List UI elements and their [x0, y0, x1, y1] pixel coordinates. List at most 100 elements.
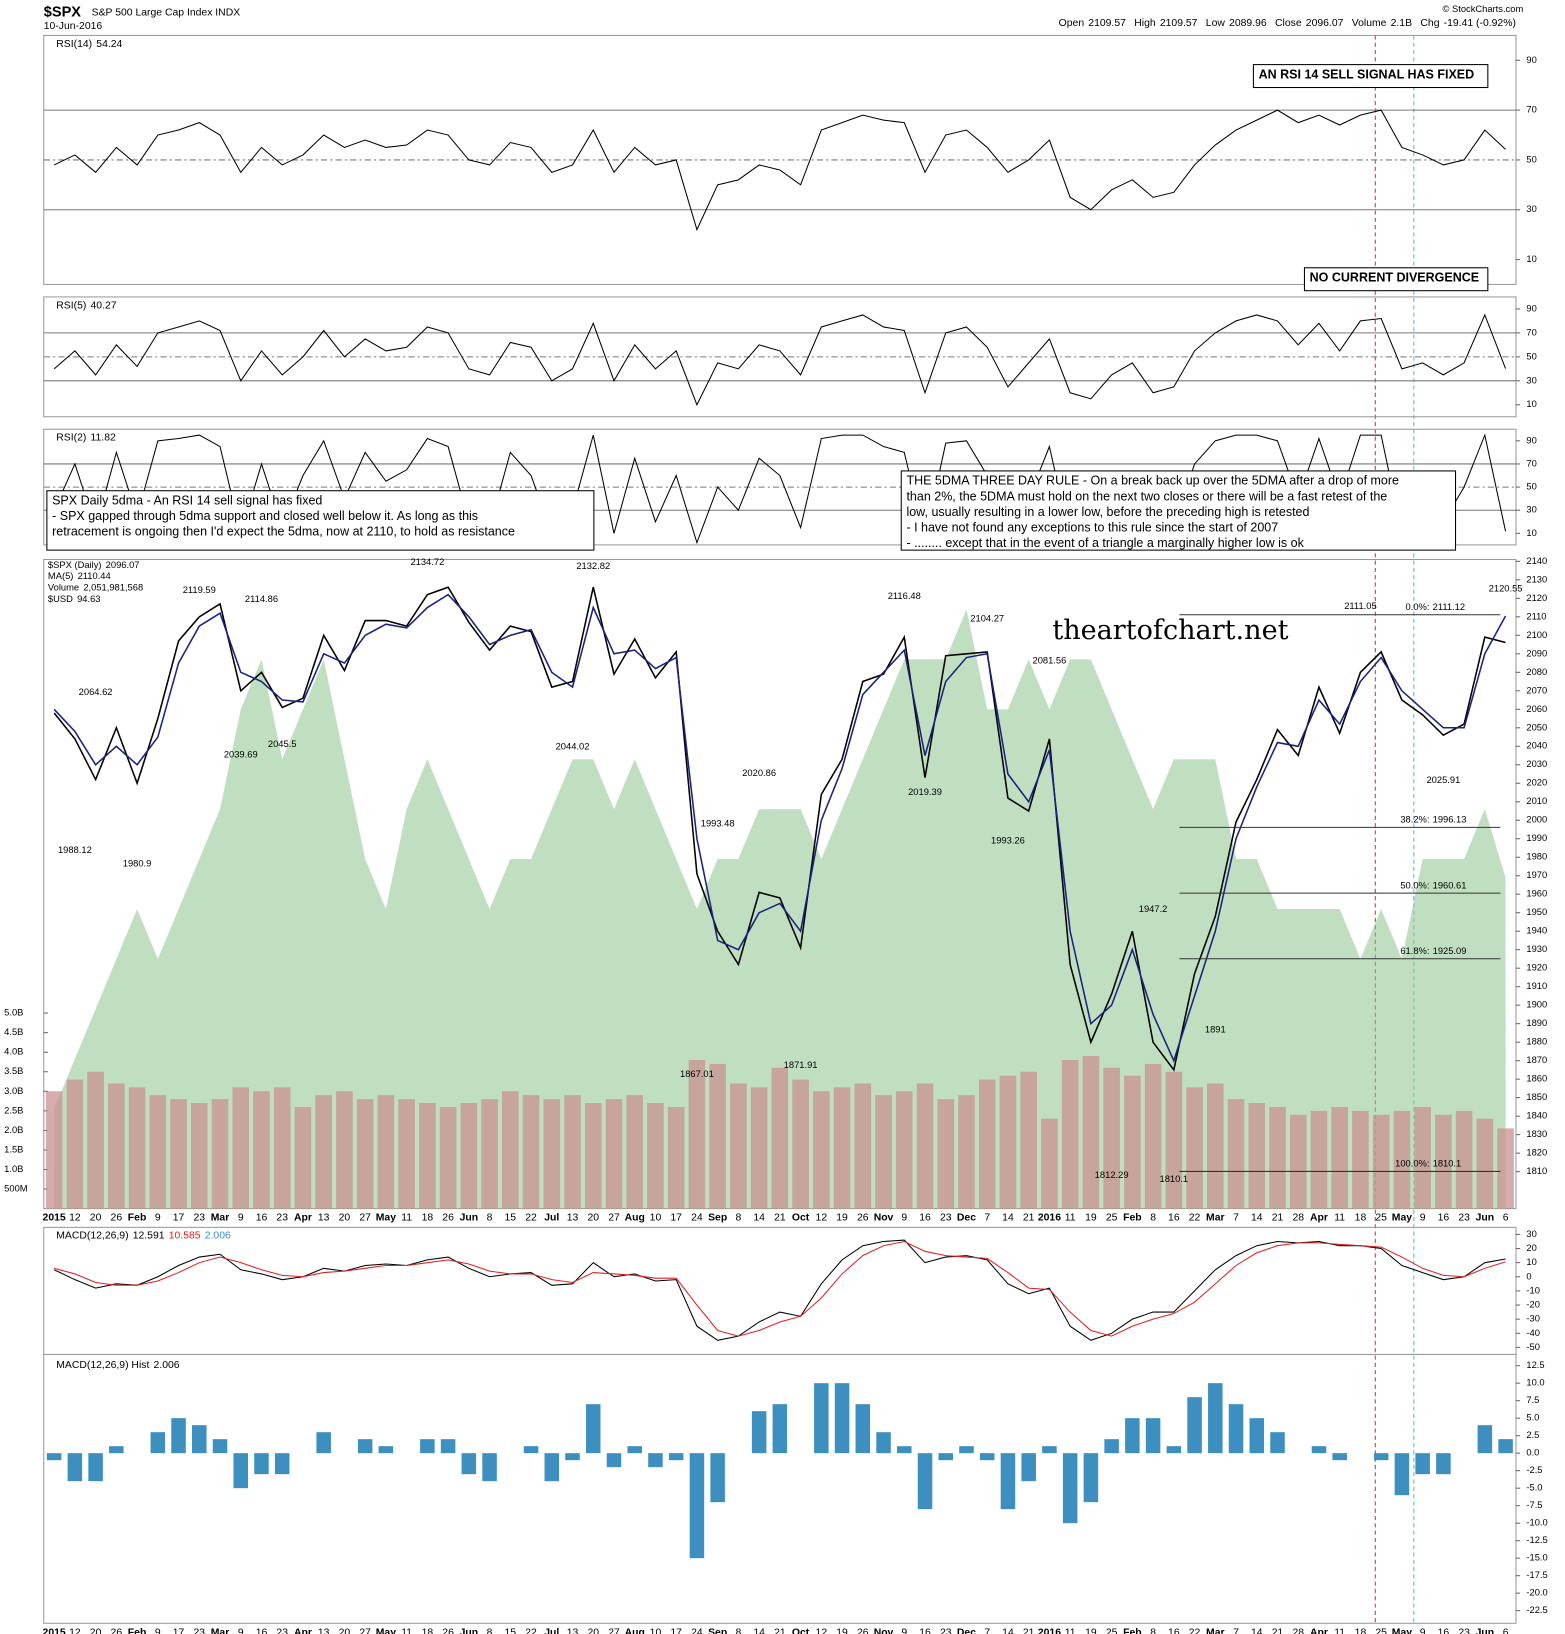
volume-bar: [688, 1060, 706, 1209]
y-tick-label: 1990: [1526, 833, 1547, 843]
hist-bar: [1270, 1432, 1285, 1454]
y-tick-label: 10: [1526, 399, 1536, 409]
x-tick-label: 14: [1002, 1627, 1014, 1634]
fib-value: 2111.12: [1433, 602, 1465, 612]
x-tick-label: 11: [1334, 1213, 1345, 1224]
note-text: NO CURRENT DIVERGENCE: [1310, 270, 1479, 284]
x-tick-label: 21: [1272, 1213, 1284, 1224]
x-tick-label: 8: [735, 1213, 741, 1224]
symbol: $SPX: [44, 4, 82, 20]
x-tick-label: 22: [525, 1213, 537, 1224]
hist-bar: [233, 1453, 249, 1489]
hist-bar: [1166, 1446, 1182, 1454]
x-tick-label: Jun: [460, 1627, 479, 1634]
x-tick-label: 7: [984, 1213, 990, 1224]
x-tick-label: 2016: [1038, 1627, 1061, 1634]
point-label: 2039.69: [224, 750, 258, 760]
y-tick-label: 3.5B: [4, 1066, 23, 1076]
hist-bar: [1000, 1453, 1016, 1510]
y-tick-label: 2.5: [1526, 1430, 1539, 1440]
x-tick-label: 17: [173, 1213, 185, 1224]
note-text: retracement is ongoing then I'd expect t…: [52, 525, 515, 539]
volume-bar: [1352, 1110, 1369, 1209]
x-tick-label: 23: [193, 1213, 205, 1224]
volume-bar: [1455, 1110, 1473, 1209]
x-tick-label: 24: [691, 1213, 703, 1224]
y-tick-label: 1920: [1526, 963, 1547, 973]
x-tick-label: 26: [857, 1213, 869, 1224]
quote-name: Chg: [1420, 18, 1439, 29]
x-tick-label: 11: [1334, 1627, 1345, 1634]
x-tick-label: 6: [1503, 1627, 1509, 1634]
volume-bar: [771, 1067, 789, 1209]
volume-bar: [273, 1087, 291, 1209]
x-tick-label: 11: [401, 1627, 412, 1634]
x-tick-label: 9: [901, 1627, 907, 1634]
legend-value: 54.24: [96, 39, 122, 50]
volume-bar: [522, 1095, 540, 1209]
x-tick-label: 20: [339, 1213, 351, 1224]
hist-bar: [316, 1432, 331, 1454]
x-tick-label: Apr: [294, 1627, 312, 1634]
volume-bar: [66, 1079, 84, 1209]
x-tick-label: 26: [442, 1213, 454, 1224]
x-tick-label: 22: [525, 1627, 537, 1634]
volume-bar: [1082, 1056, 1100, 1209]
quote-name: Low: [1206, 18, 1226, 29]
y-tick-label: 20: [1526, 1243, 1536, 1253]
note-text: - ........ except that in the event of a…: [906, 536, 1304, 550]
x-tick-label: 7: [984, 1627, 990, 1634]
hist-bar: [751, 1411, 767, 1454]
note-text: - SPX gapped through 5dma support and cl…: [52, 509, 478, 523]
y-tick-label: -40: [1526, 1328, 1540, 1338]
x-tick-label: Jul: [544, 1627, 559, 1634]
legend-name: RSI(2): [56, 432, 86, 443]
legend: RSI(2) 11.82: [56, 432, 116, 443]
x-tick-label: 19: [1085, 1627, 1097, 1634]
x-tick-label: Jul: [544, 1213, 559, 1224]
y-tick-label: -10.0: [1526, 1518, 1547, 1528]
x-tick-label: 23: [276, 1213, 288, 1224]
x-tick-label: 23: [276, 1627, 288, 1634]
x-tick-label: 26: [111, 1627, 123, 1634]
quote-value: 2096.07: [1306, 18, 1344, 29]
chart-body: $SPX S&P 500 Large Cap Index INDX 10-Jun-2…: [4, 4, 1548, 1634]
volume-bar: [294, 1106, 312, 1209]
quote-value: 2109.57: [1088, 18, 1126, 29]
hist-bar: [1394, 1453, 1410, 1496]
series-line: [54, 1240, 1506, 1337]
volume-bar: [1414, 1106, 1431, 1209]
volume-bar: [460, 1103, 478, 1209]
point-label: 1867.01: [680, 1069, 714, 1079]
x-tick-label: 14: [753, 1627, 765, 1634]
legend-value: 12.591: [133, 1230, 165, 1241]
x-tick-label: 13: [567, 1213, 579, 1224]
x-tick-label: 15: [505, 1213, 517, 1224]
hist-bar: [523, 1446, 539, 1454]
x-tick-label: 23: [193, 1627, 205, 1634]
hist-bar: [544, 1453, 560, 1482]
y-tick-label: 2060: [1526, 704, 1547, 714]
x-tick-label: 18: [1355, 1627, 1367, 1634]
x-tick-label: 8: [735, 1627, 741, 1634]
volume-bar: [833, 1087, 851, 1209]
y-tick-label: 1870: [1526, 1055, 1547, 1065]
x-tick-label: 12: [816, 1213, 828, 1224]
volume-bar: [190, 1103, 208, 1209]
x-tick-label: Oct: [792, 1213, 810, 1224]
legend-name: RSI(14): [56, 39, 92, 50]
x-tick-label: 16: [256, 1213, 268, 1224]
note-box: [46, 490, 595, 551]
hist-bar: [254, 1453, 269, 1475]
volume-bar: [170, 1099, 187, 1209]
quote-value: 2089.96: [1229, 18, 1267, 29]
y-tick-label: 1950: [1526, 907, 1547, 917]
y-tick-label: 1970: [1526, 870, 1547, 880]
hist-bar: [357, 1439, 373, 1454]
y-tick-label: 2110: [1526, 611, 1546, 621]
volume-bar: [564, 1095, 581, 1209]
x-tick-label: Feb: [128, 1213, 147, 1224]
hist-bar: [192, 1425, 207, 1454]
x-tick-label: 14: [1002, 1213, 1014, 1224]
hist-bar: [959, 1446, 974, 1454]
